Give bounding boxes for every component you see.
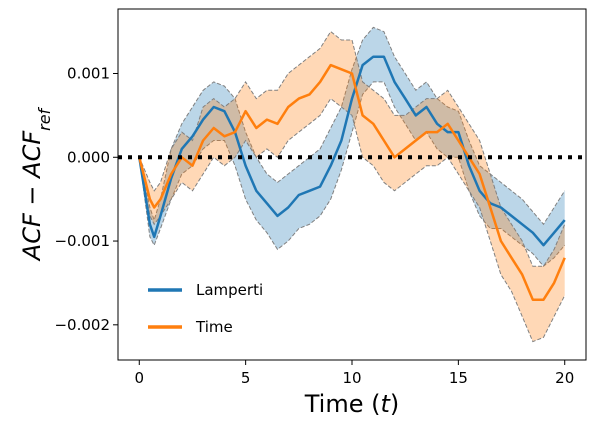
x-tick-label: 20 xyxy=(555,369,574,387)
y-axis-title: ACF − ACFref xyxy=(18,106,54,262)
axes: 0 5 10 15 20 −0.002 −0.001 0.000 0.001 Time (t) AC… xyxy=(18,8,587,418)
time-confidence-band xyxy=(139,31,565,342)
y-tick-label: −0.001 xyxy=(54,232,110,250)
time-band-lower-edge xyxy=(138,97,566,343)
time-mean-line xyxy=(138,63,566,301)
time-band-upper-edge xyxy=(138,30,566,267)
legend: Lamperti Time xyxy=(148,281,263,336)
plot-area xyxy=(118,26,586,343)
lamperti-band-lower-edge xyxy=(138,81,566,267)
x-tick-label: 5 xyxy=(241,369,251,387)
legend-lamperti-label: Lamperti xyxy=(196,281,263,299)
lamperti-band-upper-edge xyxy=(138,26,566,226)
y-tick-label: 0.001 xyxy=(67,65,110,83)
legend-time-label: Time xyxy=(195,318,233,336)
x-axis-title: Time (t) xyxy=(304,390,400,418)
x-tick-label: 10 xyxy=(342,369,361,387)
lamperti-mean-line xyxy=(138,55,566,247)
y-tick-label: 0.000 xyxy=(67,148,110,166)
x-tick-label: 15 xyxy=(449,369,468,387)
x-tick-label: 0 xyxy=(134,369,144,387)
y-tick-label: −0.002 xyxy=(54,316,110,334)
